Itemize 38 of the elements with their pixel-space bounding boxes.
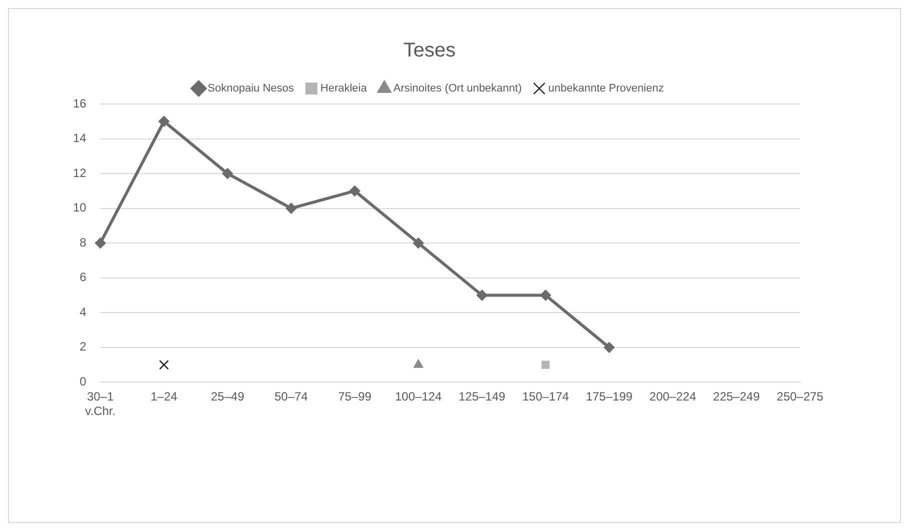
y-tick-label: 12 [72,166,87,180]
y-tick-label: 10 [72,200,87,215]
point [542,360,550,369]
x-tick-label: 200–224 [649,390,696,404]
point [412,238,424,249]
x-tick-label: 30–1 v.Chr. [85,390,116,418]
chart-title: Teses [403,40,456,62]
x-tick-label: 1–24 [150,390,178,404]
x-tick-label: 25–49 [210,390,245,404]
y-tick-label: 6 [80,270,87,284]
legend-label: unbekannte Provenienz [548,82,664,95]
point [349,185,360,196]
x-tick-label: 75–99 [338,390,372,404]
y-tick-label: 14 [72,131,87,146]
legend-label: Arsinoites (Ort unbekannt) [393,82,522,95]
x-tick-label: 150–174 [522,390,570,404]
x-tick-label: 250–275 [776,390,824,404]
legend-label: Herakleia [320,82,368,95]
y-tick-label: 2 [80,340,87,354]
point [158,116,170,127]
point [540,290,552,301]
point [286,202,297,214]
point [476,290,488,301]
x-tick-label: 125–149 [458,390,506,404]
point [604,342,615,353]
y-tick-label: 4 [80,304,87,319]
x-tick-label: 100–124 [395,390,442,404]
y-tick-label: 16 [72,96,87,110]
point [159,360,169,370]
y-tick-label: 8 [80,235,87,250]
point [414,359,424,368]
point [222,168,234,180]
x-tick-label: 50–74 [274,390,308,404]
x-tick-label: 175–199 [586,390,633,404]
x-tick-label: 225–249 [713,390,760,404]
point [94,238,106,249]
legend-label: Soknopaiu Nesos [208,82,294,95]
y-tick-label: 0 [80,374,87,389]
